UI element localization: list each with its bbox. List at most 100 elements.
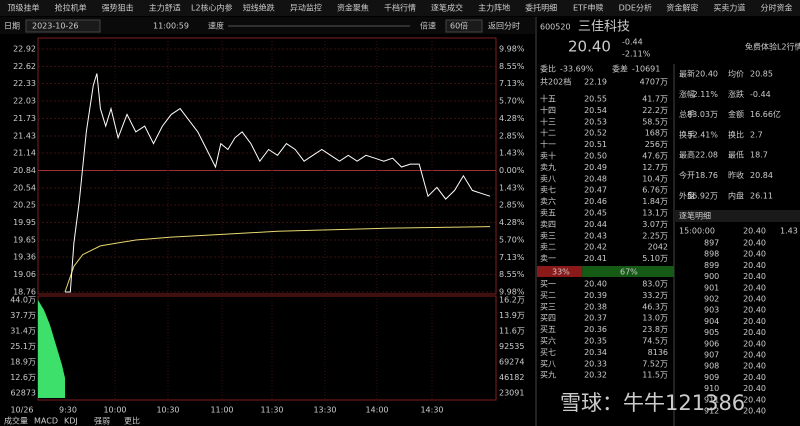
stat-value: 56.92万 bbox=[687, 191, 718, 200]
tab[interactable]: KDJ bbox=[64, 417, 78, 426]
toolbar-item[interactable]: 资金解密 bbox=[666, 3, 698, 13]
toolbar-item[interactable]: 强势狙击 bbox=[102, 3, 134, 13]
l2-promo[interactable]: 免费体验L2行情 bbox=[745, 42, 800, 52]
avg-line bbox=[64, 226, 491, 293]
book-volume: 3.07万 bbox=[642, 220, 668, 229]
toolbar-item[interactable]: 主力阵地 bbox=[478, 3, 510, 13]
toolbar-item[interactable]: ETF申赎 bbox=[573, 3, 604, 13]
tab[interactable]: 更比 bbox=[124, 416, 140, 426]
book-price: 20.37 bbox=[584, 314, 607, 323]
date-box[interactable] bbox=[25, 19, 101, 33]
toolbar-item[interactable]: 短线绝跌 bbox=[243, 3, 275, 13]
diff: -10691 bbox=[632, 65, 660, 74]
time-label: 9:30 bbox=[59, 406, 77, 415]
time-label: 10:00 bbox=[103, 406, 126, 415]
stat-value: 16.66亿 bbox=[750, 109, 781, 119]
pct-tick: 7.13% bbox=[499, 79, 525, 88]
detail-index: 905 bbox=[704, 328, 719, 337]
total-vol: 4707万 bbox=[640, 78, 668, 87]
pct-tick: 2.85% bbox=[499, 131, 525, 140]
book-label: 十四 bbox=[540, 105, 556, 115]
toolbar bbox=[0, 0, 800, 16]
date-label: 日期 bbox=[4, 22, 20, 31]
toolbar-item[interactable]: 分时资金 bbox=[760, 3, 792, 13]
toolbar-item[interactable]: DDE分析 bbox=[619, 3, 652, 13]
book-label: 卖七 bbox=[540, 186, 556, 195]
pct-tick: 9.98% bbox=[499, 288, 525, 297]
toolbar-item[interactable]: 千档行情 bbox=[384, 3, 416, 13]
toolbar-item[interactable]: 买卖力道 bbox=[713, 3, 745, 13]
buy-pct: 67% bbox=[620, 268, 638, 277]
book-volume: 46.3万 bbox=[642, 302, 668, 311]
time-label: 13:30 bbox=[313, 406, 336, 415]
detail-price: 20.40 bbox=[743, 395, 766, 404]
price-tick: 19.36 bbox=[13, 252, 36, 261]
book-price: 20.48 bbox=[584, 174, 607, 183]
toolbar-item[interactable]: 委托明细 bbox=[525, 3, 557, 13]
pct-tick: 4.28% bbox=[499, 218, 525, 227]
price-tick: 22.92 bbox=[13, 45, 36, 54]
book-volume: 2042 bbox=[648, 243, 668, 252]
book-label: 十二 bbox=[540, 128, 556, 138]
toolbar-item[interactable]: L2核心内参 bbox=[191, 3, 233, 13]
book-label: 卖六 bbox=[540, 196, 556, 206]
book-volume: 5.10万 bbox=[642, 254, 668, 263]
volume-tick: 23091 bbox=[499, 389, 524, 398]
detail-index: 903 bbox=[704, 306, 719, 315]
ratio-label: 委比 bbox=[540, 64, 556, 74]
stat-value: 20.40 bbox=[695, 70, 718, 79]
book-price: 20.47 bbox=[584, 186, 607, 195]
time-label: 10/26 bbox=[10, 406, 33, 415]
book-volume: 6.76万 bbox=[642, 186, 668, 195]
detail-price: 20.40 bbox=[743, 328, 766, 337]
book-volume: 2.25万 bbox=[642, 231, 668, 240]
stat-label: 换比 bbox=[728, 129, 744, 139]
book-volume: 256万 bbox=[645, 140, 668, 149]
toolbar-item[interactable]: 顶级挂单 bbox=[8, 3, 40, 13]
detail-price: 20.40 bbox=[743, 283, 766, 292]
book-label: 买一 bbox=[540, 280, 556, 289]
book-volume: 11.5万 bbox=[642, 371, 668, 380]
toolbar-item[interactable]: 逐笔成交 bbox=[431, 3, 463, 13]
stat-value: -2.11% bbox=[690, 90, 719, 99]
book-price: 20.51 bbox=[584, 140, 607, 149]
price-tick: 22.03 bbox=[13, 96, 36, 105]
stat-label: 换手 bbox=[679, 129, 695, 139]
code: 600520 bbox=[540, 23, 571, 32]
volume-tick: 12.6万 bbox=[10, 373, 36, 382]
detail-price: 20.40 bbox=[743, 362, 766, 371]
tab[interactable]: MACD bbox=[34, 417, 58, 426]
price-tick: 20.54 bbox=[13, 184, 36, 193]
volume-tick: 18.9万 bbox=[10, 358, 36, 367]
toolbar-item[interactable]: 主力舒适 bbox=[149, 3, 181, 13]
multiplier-box[interactable] bbox=[445, 19, 483, 33]
sell-pct: 33% bbox=[552, 268, 570, 277]
detail-price: 20.40 bbox=[743, 407, 766, 416]
book-label: 十一 bbox=[540, 139, 556, 149]
toolbar-item[interactable]: 资金聚焦 bbox=[337, 3, 369, 13]
price-tick: 22.33 bbox=[13, 79, 36, 88]
stat-value: 20.85 bbox=[750, 70, 773, 79]
price-tick: 19.95 bbox=[13, 218, 36, 227]
pct-tick: 1.43% bbox=[499, 183, 525, 192]
book-price: 20.36 bbox=[584, 325, 607, 334]
date: 2023-10-26 bbox=[32, 22, 79, 31]
book-label: 卖一 bbox=[540, 254, 556, 263]
tab[interactable]: 强弱 bbox=[94, 417, 110, 426]
pct-tick: 2.85% bbox=[499, 201, 525, 210]
ratio: -33.69% bbox=[560, 65, 594, 74]
pct-tick: 8.55% bbox=[499, 62, 525, 71]
tab[interactable]: 成交量 bbox=[4, 416, 28, 426]
book-label: 买七 bbox=[540, 348, 556, 357]
book-price: 20.44 bbox=[584, 220, 607, 229]
book-price: 20.34 bbox=[584, 348, 607, 357]
toolbar-item[interactable]: 抢拉机单 bbox=[55, 3, 87, 13]
back-button[interactable]: 返回分时 bbox=[488, 21, 520, 31]
toolbar-item[interactable]: 异动监控 bbox=[290, 3, 322, 13]
detail-price: 20.40 bbox=[743, 272, 766, 281]
book-price: 20.46 bbox=[584, 197, 607, 206]
book-volume: 13.1万 bbox=[642, 209, 668, 218]
price-frame bbox=[37, 37, 497, 295]
volume-tick: 44.0万 bbox=[10, 296, 36, 305]
